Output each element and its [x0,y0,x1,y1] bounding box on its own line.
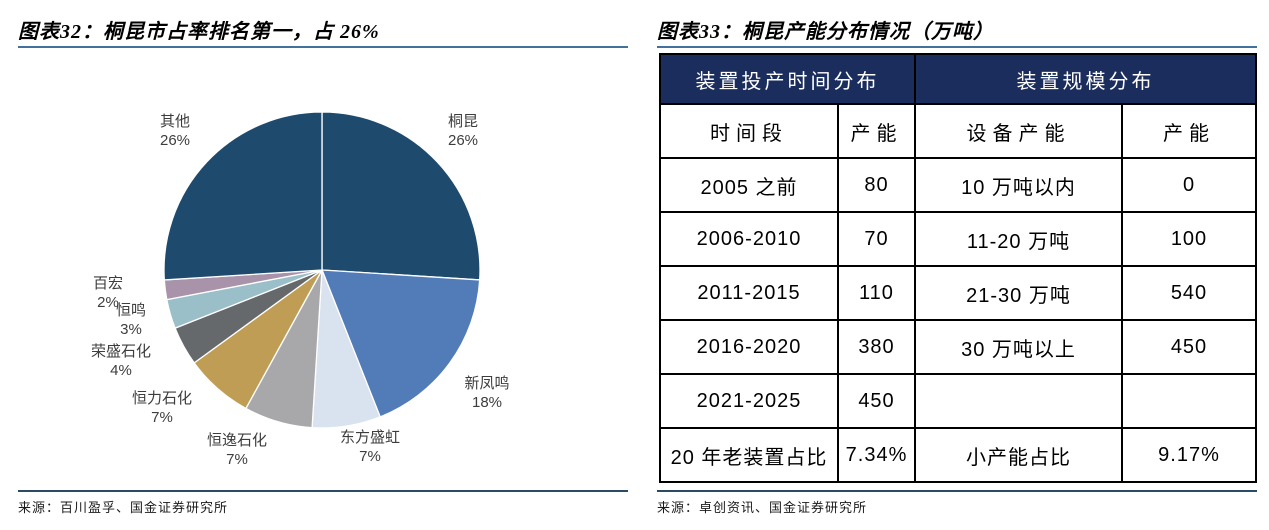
table-row: 2021-2025 450 [659,373,1257,429]
table-cell: 80 [837,157,916,213]
table-cell: 2021-2025 [659,373,839,429]
pie-label-新凤鸣: 新凤鸣 18% [464,375,510,411]
figure-left-source: 来源：百川盈孚、国金证券研究所 [18,500,229,515]
table-cell: 450 [837,373,916,429]
pie-label-荣盛石化: 荣盛石化 4% [90,343,152,379]
table-cell: 2005 之前 [659,157,839,213]
table-cell: 20 年老装置占比 [659,427,839,483]
table-cell: 450 [1121,319,1257,375]
table-cell: 70 [837,211,916,267]
pie-label-其他: 其他 26% [159,113,191,149]
table-cell: 380 [837,319,916,375]
capacity-table-body: 装置投产时间分布 装置规模分布 时间段 产能 设备产能 产能 2005 之前 80 10 万吨以… [659,53,1257,483]
table-group-header: 装置投产时间分布 [659,53,916,105]
pie-slice-其他 [163,111,323,281]
figure-right-title-rule [657,46,1257,48]
pie-label-恒力石化: 恒力石化 7% [131,390,193,426]
table-row: 2006-2010 70 11-20 万吨 100 [659,211,1257,267]
pie-slice-新凤鸣 [321,269,481,418]
table-cell: 30 万吨以上 [914,319,1123,375]
table-column-header: 产能 [1121,103,1257,159]
table-row: 2016-2020 380 30 万吨以上 450 [659,319,1257,375]
pie-chart-svg [163,111,481,429]
table-cell: 0 [1121,157,1257,213]
table-column-header: 产能 [837,103,916,159]
figure-right-source-rule [657,490,1257,492]
pie-label-桐昆: 桐昆 26% [447,113,479,149]
pie-label-东方盛虹: 东方盛虹 7% [339,429,401,465]
figure-left-source-rule [18,490,628,492]
figure-right-source: 来源：卓创资讯、国金证券研究所 [657,500,868,515]
table-cell: 11-20 万吨 [914,211,1123,267]
table-cell: 10 万吨以内 [914,157,1123,213]
table-cell: 7.34% [837,427,916,483]
figure-right-title: 图表33：桐昆产能分布情况（万吨） [657,21,994,43]
pie-label-百宏: 百宏 2% [92,275,124,311]
table-cell: 小产能占比 [914,427,1123,483]
pie-label-恒鸣: 恒鸣 3% [115,302,147,338]
pie-slice-桐昆 [321,111,481,281]
table-cell: 2006-2010 [659,211,839,267]
table-column-header: 时间段 [659,103,839,159]
table-row: 2005 之前 80 10 万吨以内 0 [659,157,1257,213]
table-cell: 21-30 万吨 [914,265,1123,321]
pie-label-恒逸石化: 恒逸石化 7% [206,432,268,468]
table-row: 20 年老装置占比 7.34% 小产能占比 9.17% [659,427,1257,483]
table-cell: 2016-2020 [659,319,839,375]
table-cell: 9.17% [1121,427,1257,483]
capacity-table: 装置投产时间分布 装置规模分布 时间段 产能 设备产能 产能 2005 之前 80 10 万吨以… [659,53,1257,483]
table-group-header: 装置规模分布 [914,53,1257,105]
table-cell [1121,373,1257,429]
table-cell: 2011-2015 [659,265,839,321]
figure-left-title-rule [18,46,628,48]
table-column-header: 设备产能 [914,103,1123,159]
table-cell [914,373,1123,429]
table-row: 2011-2015 110 21-30 万吨 540 [659,265,1257,321]
table-cell: 110 [837,265,916,321]
figure-left-title: 图表32：桐昆市占率排名第一，占 26% [18,21,380,43]
table-cell: 100 [1121,211,1257,267]
table-cell: 540 [1121,265,1257,321]
